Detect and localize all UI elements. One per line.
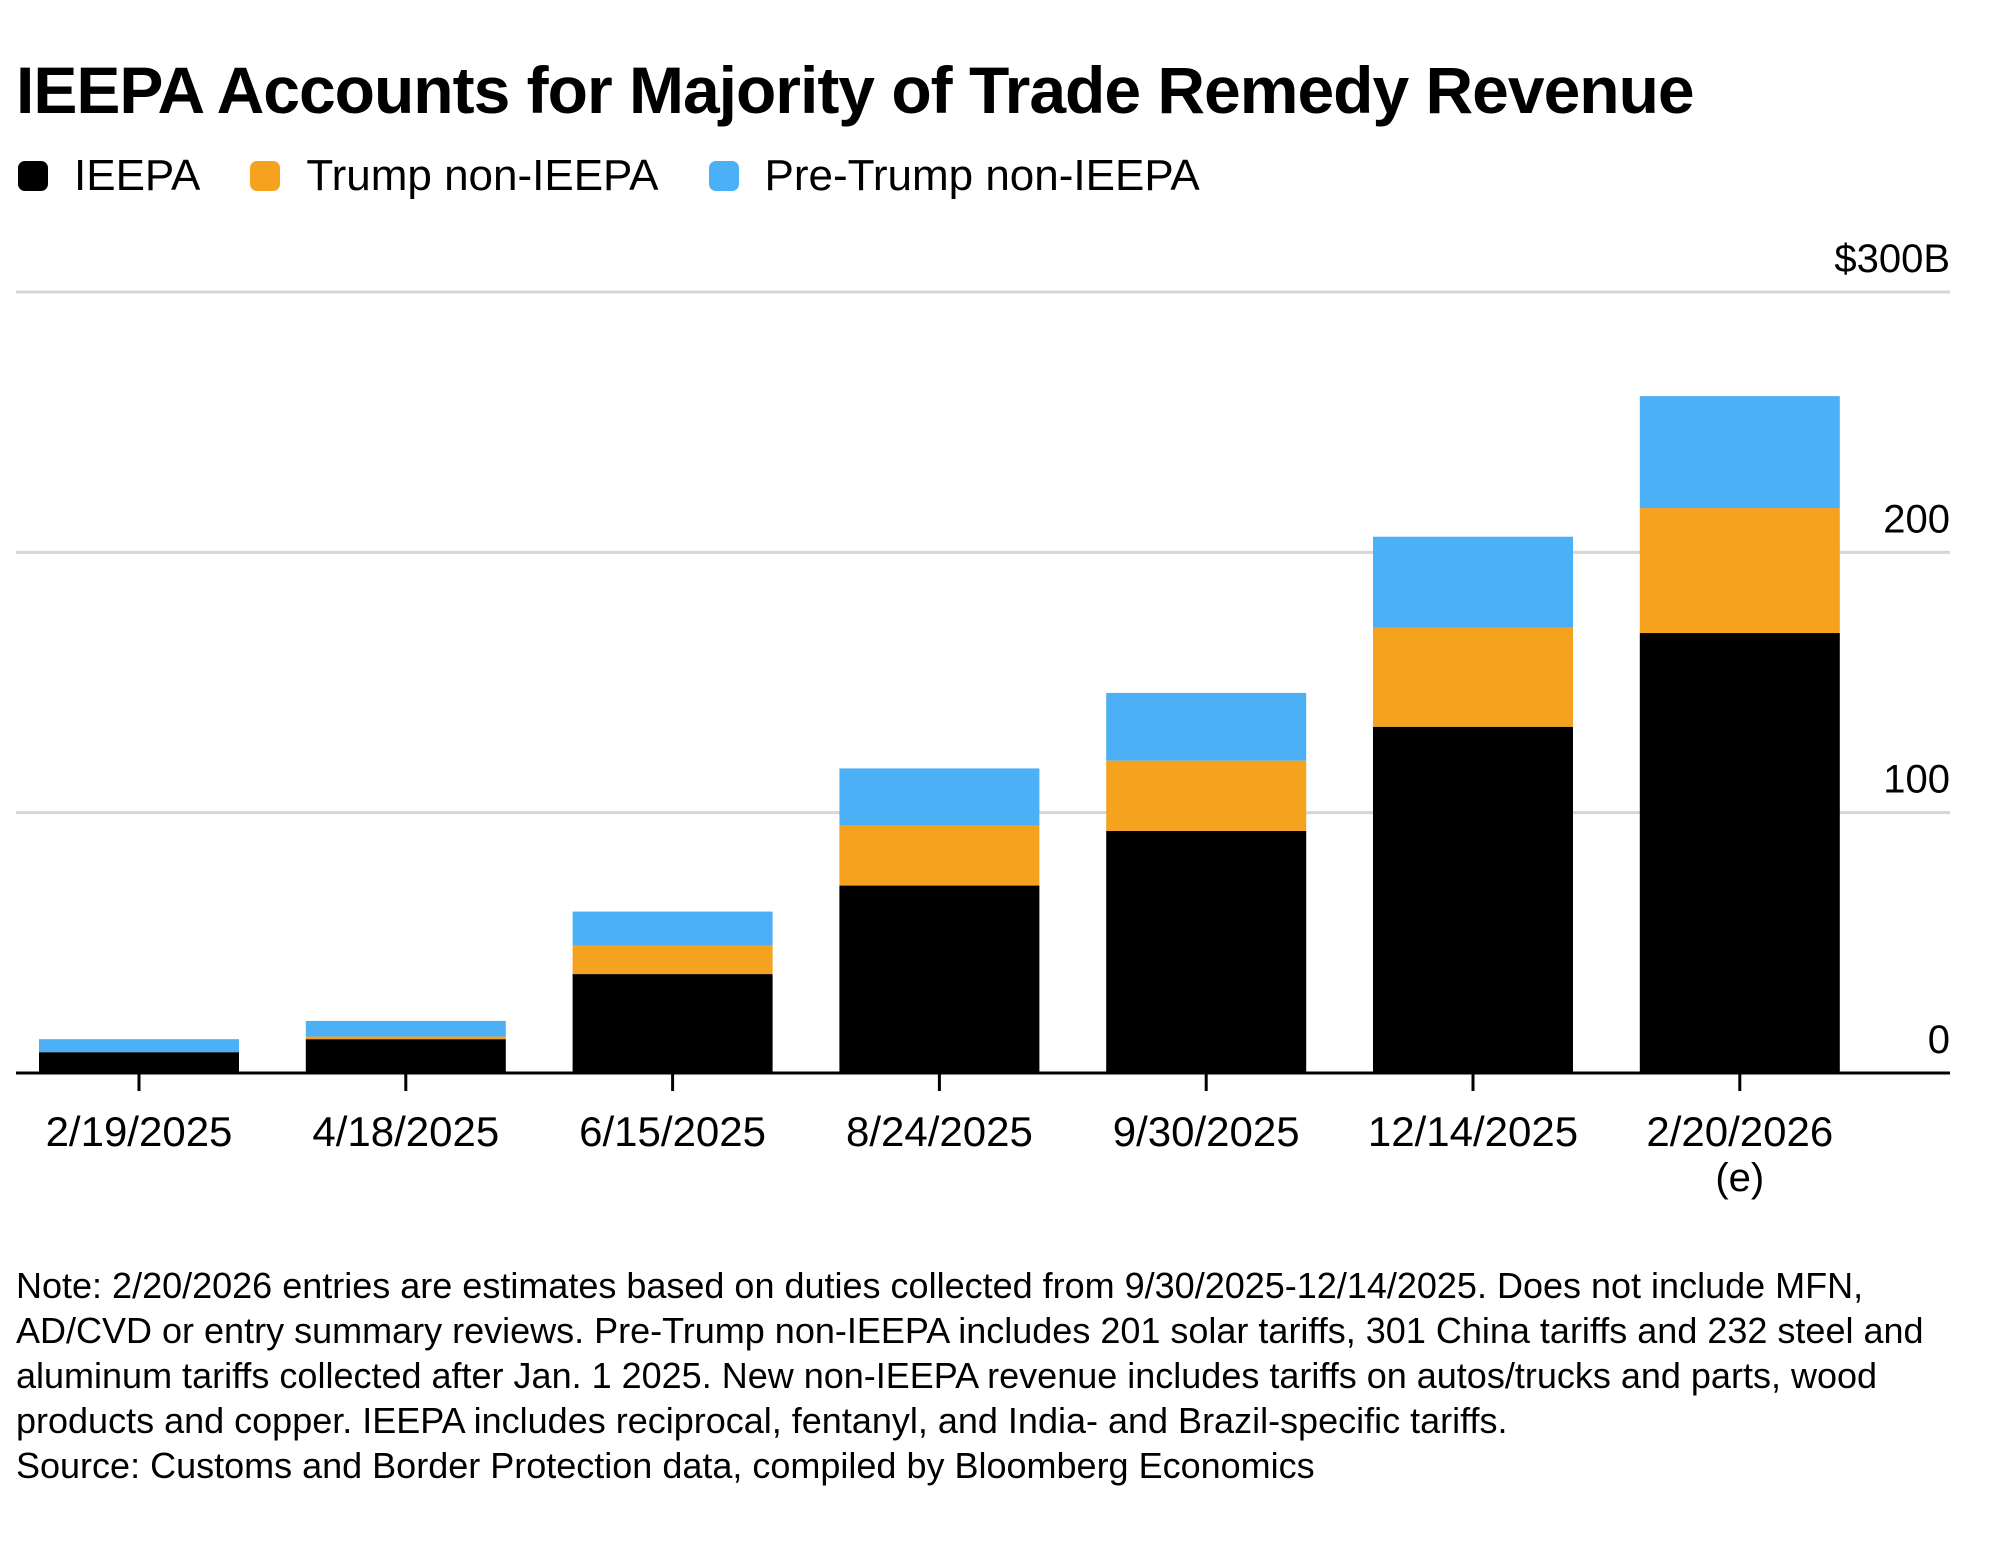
y-tick-label-0: 0 <box>1928 1018 1950 1062</box>
x-tick-label-2: 4/18/2025 <box>312 1108 499 1155</box>
bar-segment-6-series-2 <box>1373 627 1573 727</box>
legend-item-trump-non-ieepa: Trump non-IEEPA <box>250 146 659 206</box>
bar-segment-6-series-1 <box>1373 726 1573 1073</box>
x-tick-label-3: 6/15/2025 <box>579 1108 766 1155</box>
x-tick-sublabel-7: (e) <box>1715 1156 1764 1200</box>
bar-segment-2-series-2 <box>305 1036 506 1040</box>
bar-segment-7-series-3 <box>1639 396 1840 509</box>
x-tick-label-5: 9/30/2025 <box>1113 1108 1300 1155</box>
footnote: Note: 2/20/2026 entries are estimates ba… <box>16 1263 1976 1488</box>
stacked-bar-chart: 0 100 200 $300B 2/19/2025 4/18/2025 6/15/2025 8… <box>16 237 1950 1200</box>
bar-segment-4-series-3 <box>839 768 1040 826</box>
legend-swatch-trump-non-ieepa <box>250 161 281 191</box>
legend: IEEPA Trump non-IEEPA Pre-Trump non-IEEP… <box>18 146 1250 206</box>
bar-segment-5-series-3 <box>1106 692 1307 761</box>
x-tick-label-6: 12/14/2025 <box>1368 1108 1578 1155</box>
bar-segment-3-series-2 <box>572 945 773 975</box>
bar-segment-1-series-3 <box>39 1039 239 1053</box>
footnote-source: Source: Customs and Border Protection da… <box>16 1445 1315 1486</box>
legend-item-ieepa: IEEPA <box>18 146 200 206</box>
bar-segment-1-series-1 <box>39 1052 239 1073</box>
legend-item-pre-trump-non-ieepa: Pre-Trump non-IEEPA <box>708 146 1200 206</box>
x-tick-label-7: 2/20/2026 <box>1646 1108 1833 1155</box>
bar-segment-4-series-2 <box>839 825 1040 886</box>
bar-segment-7-series-2 <box>1639 508 1840 634</box>
bar-segment-4-series-1 <box>839 885 1040 1073</box>
chart-title: IEEPA Accounts for Majority of Trade Rem… <box>16 53 1695 127</box>
bar-segment-5-series-2 <box>1106 760 1307 831</box>
bar-segment-3-series-1 <box>572 974 773 1073</box>
footnote-note: Note: 2/20/2026 entries are estimates ba… <box>16 1265 1924 1441</box>
bar-segment-7-series-1 <box>1639 633 1840 1073</box>
x-tick-label-1: 2/19/2025 <box>46 1108 233 1155</box>
y-tick-label-100: 100 <box>1883 758 1950 802</box>
y-tick-label-300: $300B <box>1834 237 1950 281</box>
bar-segment-6-series-3 <box>1373 536 1573 628</box>
legend-label-ieepa: IEEPA <box>74 151 201 200</box>
bar-segment-2-series-3 <box>305 1020 506 1037</box>
legend-label-pre-trump-non-ieepa: Pre-Trump non-IEEPA <box>764 151 1200 200</box>
y-tick-label-200: 200 <box>1883 497 1950 541</box>
bar-segment-2-series-1 <box>305 1039 506 1073</box>
legend-label-trump-non-ieepa: Trump non-IEEPA <box>306 151 659 200</box>
bar-segment-5-series-1 <box>1106 830 1307 1073</box>
legend-swatch-ieepa <box>18 161 48 191</box>
legend-swatch-pre-trump-non-ieepa <box>708 161 739 191</box>
x-tick-label-4: 8/24/2025 <box>846 1108 1033 1155</box>
bar-segment-3-series-3 <box>572 911 773 946</box>
